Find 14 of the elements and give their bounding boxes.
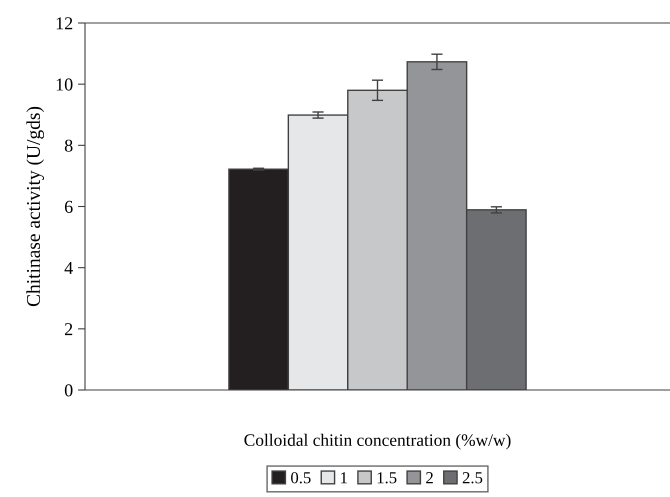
x-axis-title: Colloidal chitin concentration (%w/w)	[244, 434, 511, 450]
legend-label: 2.5	[462, 472, 482, 484]
y-tick-label: 2	[64, 323, 72, 336]
y-tick-label: 4	[64, 262, 73, 274]
y-tick-label: 8	[64, 140, 73, 152]
legend-label: 1	[341, 472, 347, 484]
y-tick-label: 0	[64, 384, 73, 396]
y-tick-label: 10	[56, 78, 73, 91]
legend-label: 1.5	[378, 472, 396, 484]
y-tick-label: 6	[64, 200, 73, 213]
legend-label: 2	[426, 472, 433, 484]
legend-label: 0.5	[291, 472, 311, 484]
y-axis-title: Chitinase activity (U/gds)	[26, 106, 44, 306]
y-tick-label: 12	[56, 17, 72, 30]
